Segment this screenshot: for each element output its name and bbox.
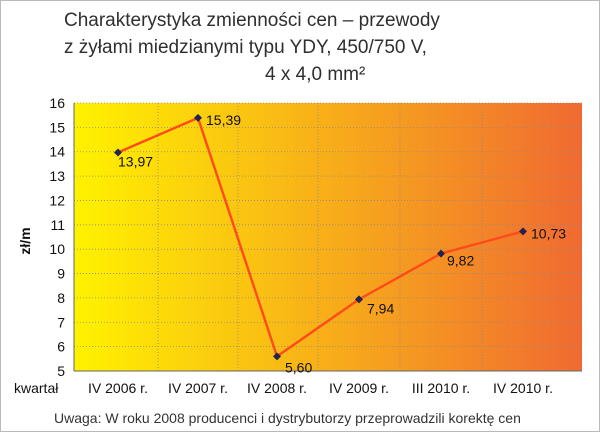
plot-area (74, 103, 582, 371)
y-tick-label: 7 (57, 314, 65, 330)
data-point-marker (114, 148, 122, 157)
x-tick-label: IV 2007 r. (168, 380, 228, 396)
y-tick-label: 6 (57, 339, 65, 355)
series-line (116, 116, 525, 358)
y-tick-label: 12 (49, 192, 65, 208)
y-axis-label: zł/m (17, 227, 33, 254)
y-tick-label: 14 (49, 144, 65, 160)
x-tick-label: IV 2006 r. (88, 380, 148, 396)
data-value-label: 15,39 (206, 112, 241, 128)
data-label-layer: 13,97 15,39 5,60 7,94 9,82 10,73 (118, 112, 566, 376)
data-value-label: 10,73 (531, 225, 566, 241)
point-layer (114, 113, 527, 361)
x-tick-label: IV 2010 r. (493, 380, 553, 396)
data-point-marker (273, 352, 281, 361)
data-point-marker (355, 295, 363, 304)
chart-title: Charakterystyka zmienności cen – przewod… (1, 1, 599, 97)
x-tick-label: IV 2008 r. (247, 380, 307, 396)
data-point-marker (437, 249, 445, 258)
data-value-label: 5,60 (285, 359, 312, 375)
data-value-label: 9,82 (447, 253, 474, 269)
y-tick-label: 15 (49, 119, 65, 135)
chart-footnote: Uwaga: W roku 2008 producenci i dystrybu… (54, 410, 521, 426)
data-value-label: 13,97 (118, 153, 153, 169)
x-label-layer: IV 2006 r. IV 2007 r. IV 2008 r. IV 2009 r.… (88, 380, 553, 396)
data-point-marker (194, 113, 202, 122)
chart-title-line: 4 x 4,0 mm² (265, 64, 366, 85)
y-tick-label: 8 (57, 290, 65, 306)
chart-title-line: Charakterystyka zmienności cen – przewod… (64, 10, 440, 31)
y-tick-label: 5 (57, 363, 65, 379)
y-tick-label: 10 (49, 241, 65, 257)
x-axis-label: kwartał (14, 380, 59, 396)
y-tick-layer: 5 6 7 8 9 10 11 12 13 14 15 16 (49, 95, 65, 379)
chart-title-line: z żyłami miedzianymi typu YDY, 450/750 V… (64, 37, 427, 58)
x-tick-label: IV 2009 r. (329, 380, 389, 396)
data-value-label: 7,94 (367, 300, 394, 316)
y-tick-label: 9 (57, 266, 65, 282)
y-tick-label: 13 (49, 168, 65, 184)
data-point-marker (519, 227, 527, 236)
y-tick-label: 16 (49, 95, 65, 111)
x-tick-label: III 2010 r. (412, 380, 470, 396)
y-tick-label: 11 (50, 217, 65, 233)
